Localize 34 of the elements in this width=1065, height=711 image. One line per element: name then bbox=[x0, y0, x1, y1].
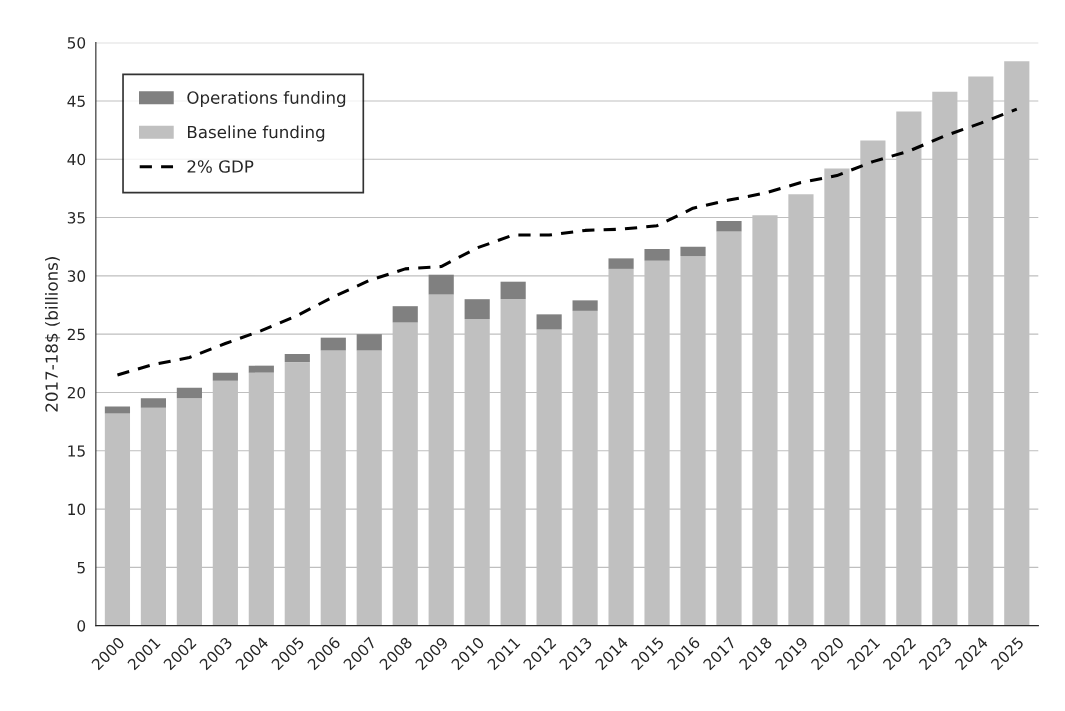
y-axis-title: 2017-18$ (billions) bbox=[45, 257, 61, 412]
bar bbox=[716, 221, 742, 232]
bar bbox=[428, 274, 454, 295]
bar bbox=[176, 387, 202, 399]
legend-label: Baseline funding bbox=[188, 125, 325, 142]
y-tick-label: 25 bbox=[67, 328, 85, 341]
bar bbox=[536, 314, 562, 330]
y-tick-label: 30 bbox=[67, 270, 86, 282]
legend-label: 2% GDP bbox=[187, 160, 254, 173]
bar bbox=[140, 398, 166, 408]
bar bbox=[680, 246, 706, 257]
bar bbox=[572, 300, 598, 311]
line-series bbox=[115, 107, 1019, 377]
bar bbox=[248, 365, 274, 373]
y-tick-label: 40 bbox=[67, 153, 86, 166]
y-tick-label: 35 bbox=[67, 212, 85, 224]
y-tick-label: 10 bbox=[68, 503, 86, 516]
bar bbox=[284, 353, 310, 363]
bar bbox=[320, 337, 346, 351]
bar bbox=[464, 299, 490, 320]
bar bbox=[356, 334, 382, 351]
y-tick-label: 0 bbox=[77, 620, 86, 632]
bar bbox=[392, 306, 418, 323]
legend-label: Operations funding bbox=[187, 90, 346, 108]
bar bbox=[212, 372, 238, 381]
y-tick-label: 20 bbox=[67, 386, 86, 399]
bar bbox=[644, 249, 670, 261]
bar bbox=[500, 281, 526, 300]
y-tick-label: 45 bbox=[67, 95, 85, 107]
y-tick-label: 15 bbox=[68, 445, 85, 457]
bar bbox=[608, 258, 634, 269]
bar bbox=[104, 406, 131, 414]
y-tick-label: 50 bbox=[67, 37, 86, 49]
y-tick-label: 5 bbox=[77, 562, 85, 574]
